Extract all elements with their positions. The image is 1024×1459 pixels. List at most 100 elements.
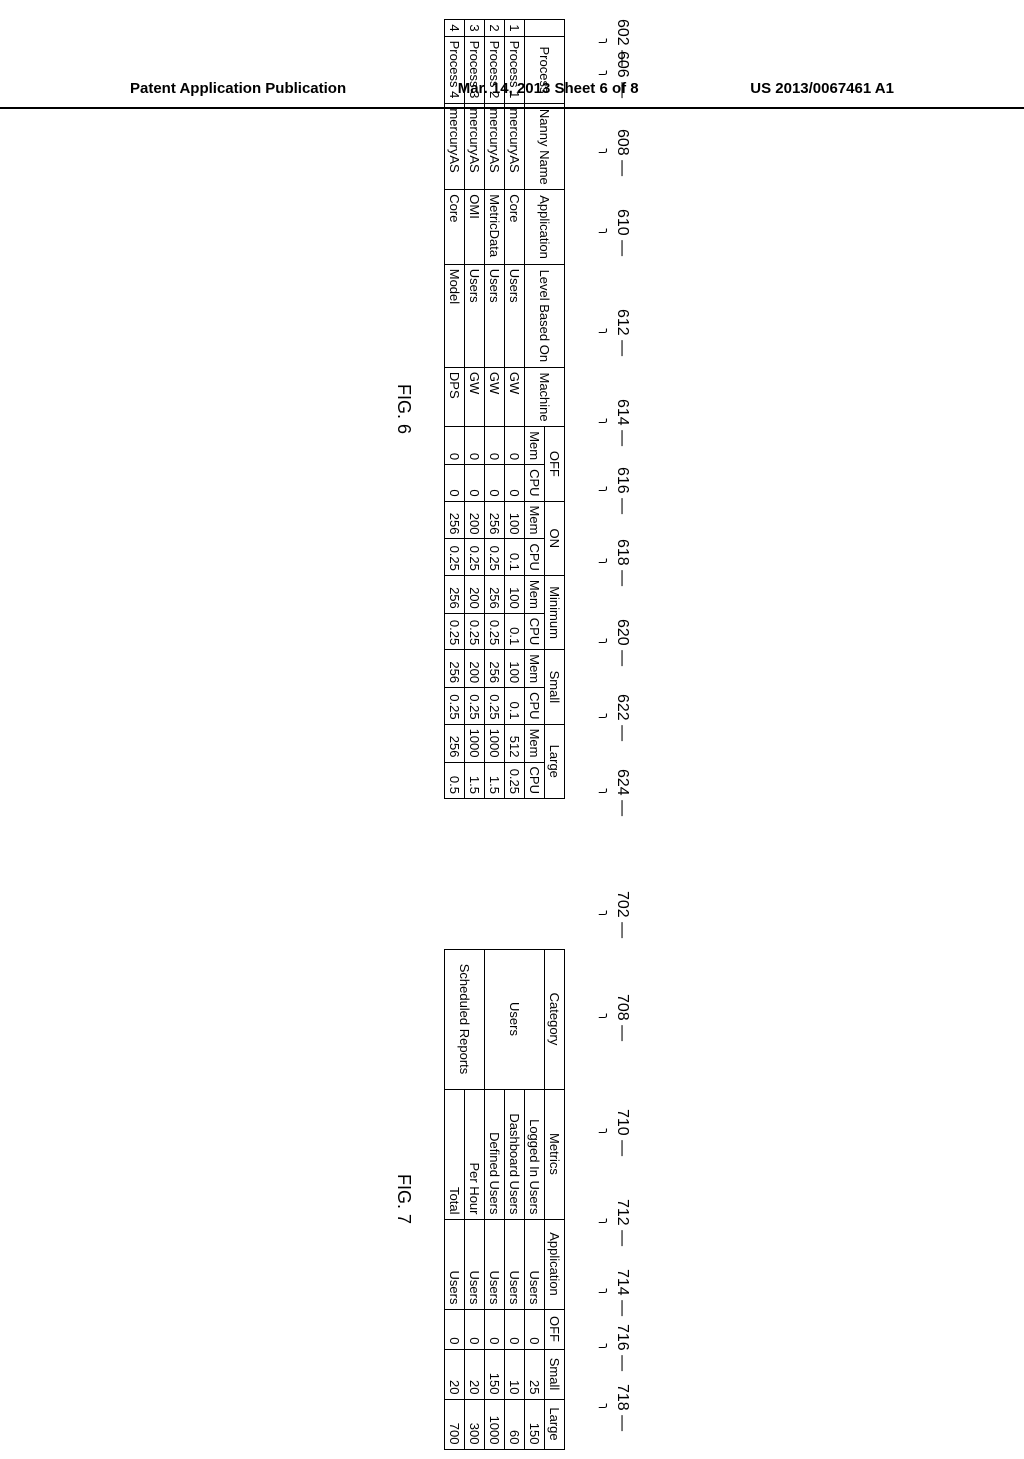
cell-small-cpu: 0.25 (445, 688, 465, 724)
cell-app: Users (445, 1219, 465, 1309)
cell-small-mem: 256 (485, 650, 505, 688)
cell-metrics: Total (445, 1089, 465, 1219)
cell-large-mem: 512 (505, 724, 525, 762)
cell-small-mem: 200 (465, 650, 485, 688)
cell-process: Process 3 (465, 36, 485, 104)
cell-small: 25 (525, 1349, 545, 1399)
col-cpu: CPU (525, 465, 545, 501)
cell-off-cpu: 0 (465, 465, 485, 501)
col-off: OFF (545, 427, 565, 501)
cell-app: MetricData (485, 190, 505, 264)
cell-on-mem: 256 (485, 501, 505, 539)
ref-number: 606 —╮ (600, 51, 631, 98)
col-process: Process (525, 36, 565, 104)
cell-min-cpu: 0.25 (445, 613, 465, 649)
cell-large: 700 (445, 1399, 465, 1449)
cell-small: 20 (465, 1349, 485, 1399)
figure-7: 702 —╮708 —╮710 —╮712 —╮714 —╮716 —╮718 … (393, 939, 631, 1459)
ref-number: 614 —╮ (600, 399, 631, 446)
cell-off-mem: 0 (445, 427, 465, 465)
col-application: Application (525, 190, 565, 264)
cell-large-cpu: 1.5 (465, 762, 485, 799)
col-mem: Mem (525, 724, 545, 762)
cell-small-mem: 256 (445, 650, 465, 688)
col-large: Large (545, 1399, 565, 1449)
table-row: 3Process 3mercuryASOMIUsersGW002000.2520… (465, 20, 485, 799)
col-minimum: Minimum (545, 575, 565, 649)
col-cpu: CPU (525, 688, 545, 724)
ref-number: 616 —╮ (600, 467, 631, 514)
table-row: Process Nanny Name Application Level Bas… (545, 20, 565, 799)
ref-number: 620 —╮ (600, 619, 631, 666)
content-area: 602 —╮606 —╮608 —╮610 —╮612 —╮614 —╮616 … (0, 149, 1024, 1329)
col-application: Application (545, 1219, 565, 1309)
cell-min-mem: 256 (485, 575, 505, 613)
cell-large: 1000 (485, 1399, 505, 1449)
row-number: 2 (485, 20, 505, 37)
col-on: ON (545, 501, 565, 575)
cell-metrics: Per Hour (465, 1089, 485, 1219)
fig6-ref-labels: 602 —╮606 —╮608 —╮610 —╮612 —╮614 —╮616 … (595, 19, 631, 799)
cell-app: Users (505, 1219, 525, 1309)
cell-off: 0 (445, 1309, 465, 1349)
cell-off-cpu: 0 (485, 465, 505, 501)
cell-min-mem: 200 (465, 575, 485, 613)
cell-off: 0 (485, 1309, 505, 1349)
col-cpu: CPU (525, 539, 545, 575)
cell-machine: GW (505, 367, 525, 426)
col-mem: Mem (525, 501, 545, 539)
cell-category-users: Users (485, 949, 545, 1089)
col-small: Small (545, 1349, 565, 1399)
cell-off-cpu: 0 (505, 465, 525, 501)
cell-metrics: Dashboard Users (505, 1089, 525, 1219)
row-number: 1 (505, 20, 525, 37)
cell-machine: GW (485, 367, 505, 426)
cell-small: 150 (485, 1349, 505, 1399)
cell-level: Users (485, 264, 505, 367)
col-cpu: CPU (525, 613, 545, 649)
col-mem: Mem (525, 650, 545, 688)
table-row: 1Process 1mercuryASCoreUsersGW001000.110… (505, 20, 525, 799)
ref-number: 714 —╮ (600, 1269, 631, 1316)
col-nanny: Nanny Name (525, 104, 565, 190)
row-number: 3 (465, 20, 485, 37)
ref-number: 612 —╮ (600, 309, 631, 356)
cell-small-cpu: 0.25 (485, 688, 505, 724)
table-row: Scheduled ReportsPer HourUsers020300 (465, 949, 485, 1449)
cell-large-mem: 256 (445, 724, 465, 762)
row-number: 4 (445, 20, 465, 37)
col-machine: Machine (525, 367, 565, 426)
cell-process: Process 4 (445, 36, 465, 104)
cell-small-cpu: 0.25 (465, 688, 485, 724)
ref-number: 608 —╮ (600, 129, 631, 176)
cell-on-cpu: 0.25 (465, 539, 485, 575)
cell-category-reports: Scheduled Reports (445, 949, 485, 1089)
cell-on-mem: 100 (505, 501, 525, 539)
cell-large-mem: 1000 (485, 724, 505, 762)
cell-metrics: Logged In Users (525, 1089, 545, 1219)
table-fig6: Process Nanny Name Application Level Bas… (444, 19, 565, 799)
cell-min-cpu: 0.25 (465, 613, 485, 649)
cell-off-mem: 0 (485, 427, 505, 465)
col-off: OFF (545, 1309, 565, 1349)
cell-off-cpu: 0 (445, 465, 465, 501)
ref-number: 702 —╮ (600, 891, 631, 938)
col-small: Small (545, 650, 565, 724)
fig7-ref-labels: 702 —╮708 —╮710 —╮712 —╮714 —╮716 —╮718 … (595, 939, 631, 1459)
cell-level: Model (445, 264, 465, 367)
table-fig7: Category Metrics Application OFF Small L… (444, 949, 565, 1450)
cell-app: Users (525, 1219, 545, 1309)
cell-min-mem: 256 (445, 575, 465, 613)
cell-machine: DPS (445, 367, 465, 426)
table-row: UsersLogged In UsersUsers025150 (525, 949, 545, 1449)
cell-metrics: Defined Users (485, 1089, 505, 1219)
cell-large: 300 (465, 1399, 485, 1449)
cell-small-cpu: 0.1 (505, 688, 525, 724)
cell-off-mem: 0 (465, 427, 485, 465)
cell-large-cpu: 0.25 (505, 762, 525, 799)
ref-number: 710 —╮ (600, 1109, 631, 1156)
ref-number: 624 —╮ (600, 769, 631, 816)
cell-on-cpu: 0.25 (445, 539, 465, 575)
ref-number: 622 —╮ (600, 694, 631, 741)
cell-off-mem: 0 (505, 427, 525, 465)
